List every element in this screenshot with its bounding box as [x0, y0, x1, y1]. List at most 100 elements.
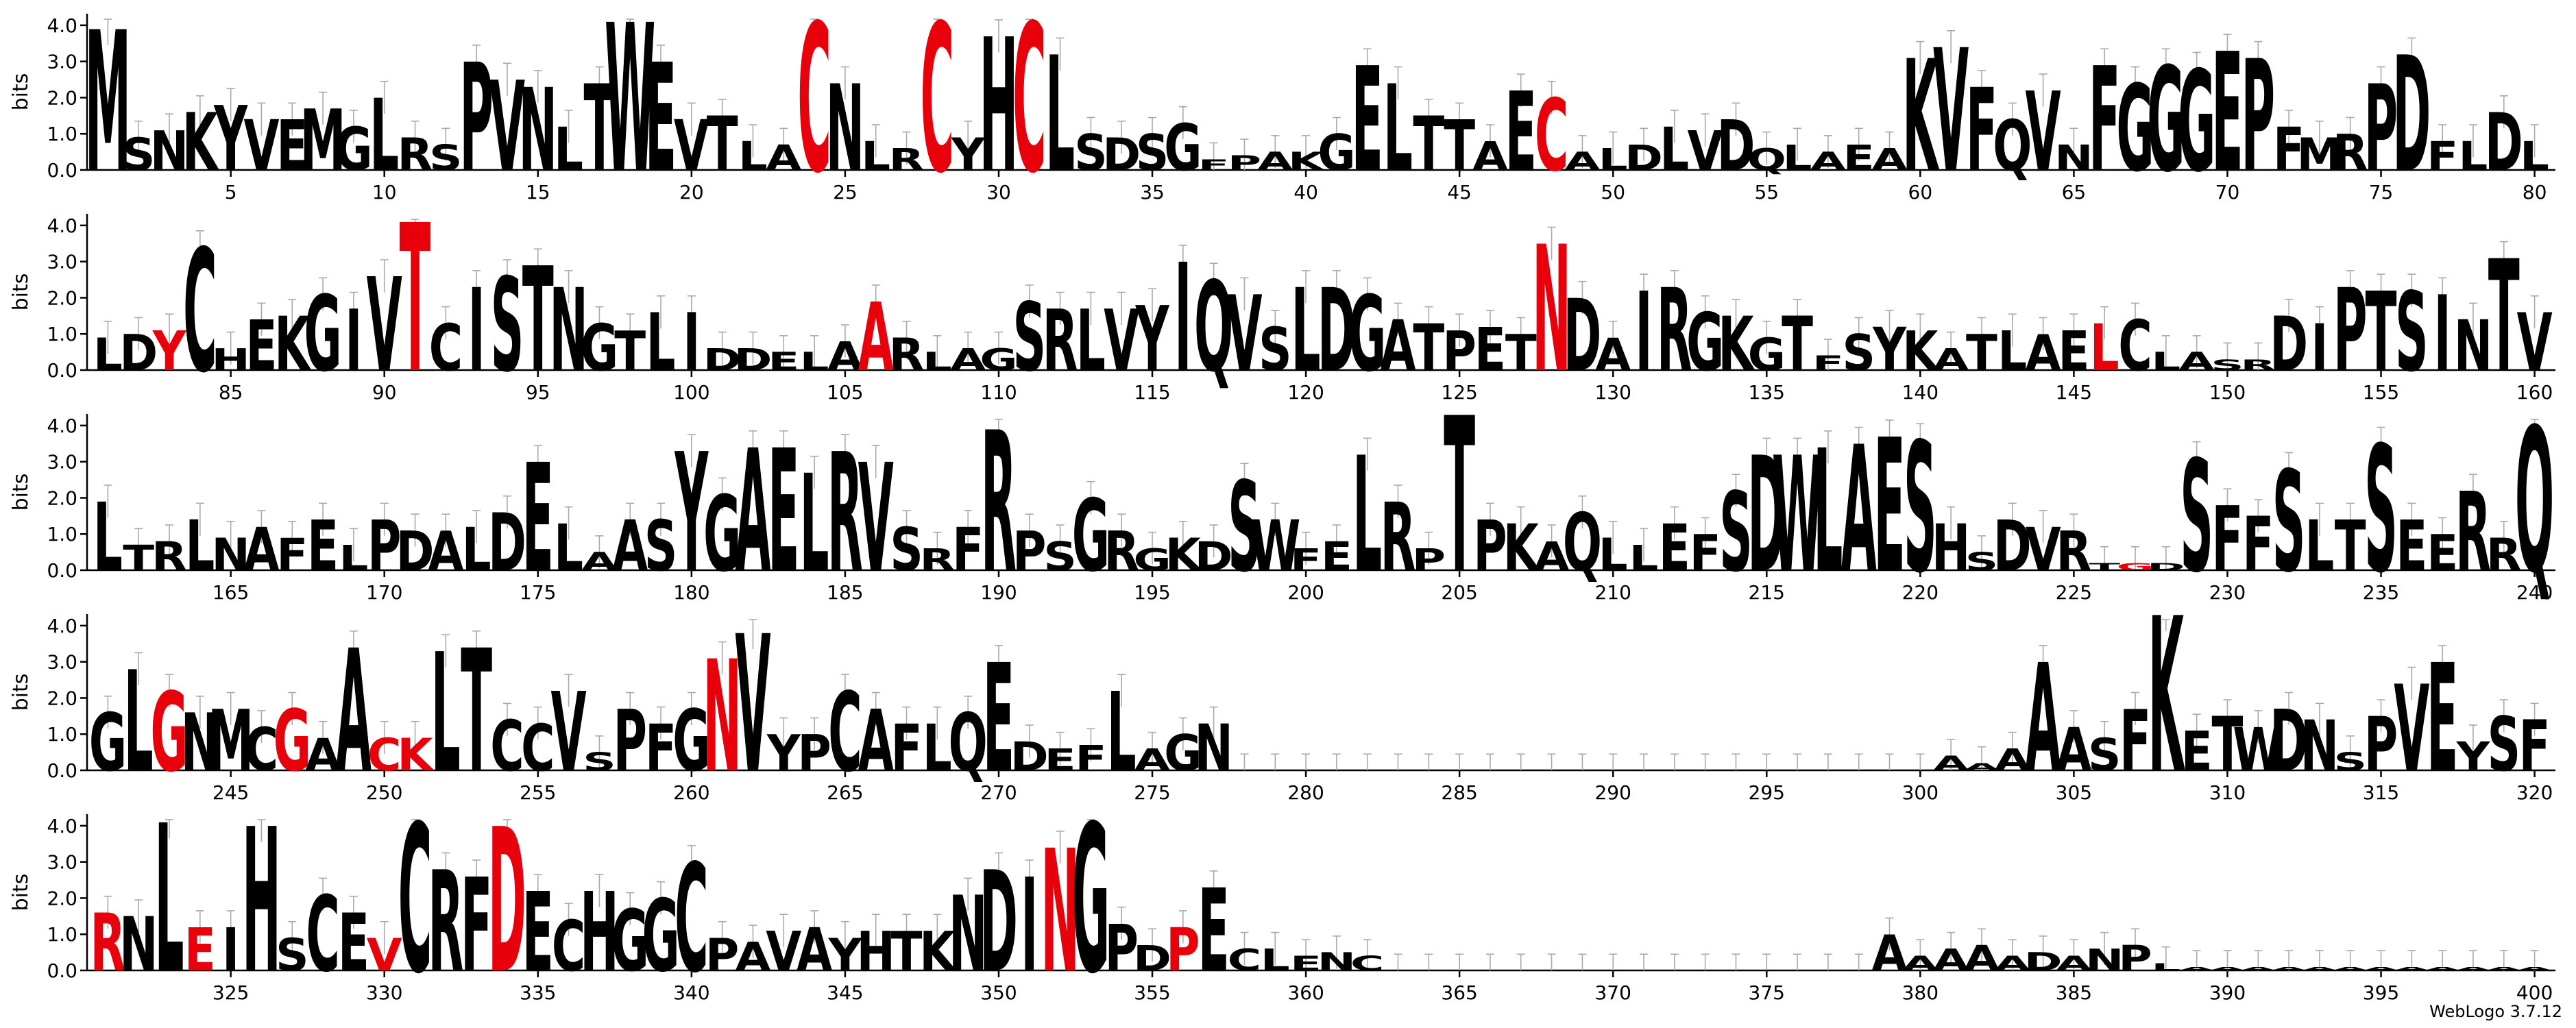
x-tick-label: 125: [1441, 381, 1477, 404]
logo-letter: G: [1072, 478, 1110, 593]
logo-letter: A: [1472, 134, 1509, 180]
logo-letter: P: [2333, 264, 2367, 397]
logo-letter: L: [155, 783, 184, 1019]
logo-letter: E: [1321, 534, 1352, 580]
logo-letter: R: [1657, 264, 1692, 397]
logo-letter: T: [583, 60, 615, 199]
x-tick-label: 110: [980, 381, 1017, 404]
logo-letter: F: [2119, 693, 2151, 791]
logo-letter: E: [2427, 525, 2458, 583]
x-tick-label: 150: [2209, 381, 2246, 404]
x-tick-label: 250: [366, 781, 402, 804]
logo-letter: I: [1021, 852, 1038, 1001]
logo-letter: S: [1013, 283, 1046, 393]
x-tick-label: 190: [980, 581, 1017, 604]
logo-letter: P: [460, 32, 494, 206]
logo-letter: M: [2296, 129, 2342, 181]
x-tick-label: 305: [2056, 781, 2092, 804]
logo-letter: E: [645, 32, 677, 206]
logo-letter: C: [490, 707, 524, 787]
logo-letter: P: [1012, 521, 1046, 584]
logo-letter: K: [1718, 302, 1755, 388]
logo-letter: W: [1250, 506, 1300, 587]
logo-letter: N: [2085, 943, 2124, 978]
logo-letter: F: [1812, 352, 1844, 376]
logo-letter: E: [983, 633, 1014, 806]
logo-letter: L: [2305, 506, 2334, 587]
logo-letter: E: [2396, 506, 2427, 587]
x-tick-label: 40: [1293, 181, 1318, 204]
logo-letter: H: [980, 0, 1018, 213]
x-tick-label: 160: [2516, 381, 2553, 404]
logo-letter: T: [2089, 561, 2120, 573]
logo-letter: C: [797, 0, 831, 218]
x-tick-label: 275: [1134, 781, 1170, 804]
x-tick-label: 390: [2209, 981, 2246, 1004]
logo-letter: G: [1072, 783, 1110, 1019]
logo-letter: A: [2240, 966, 2276, 971]
logo-letter: S: [2180, 428, 2213, 607]
logo-letter: D: [396, 521, 435, 584]
logo-letter: R: [889, 329, 925, 381]
logo-letter: V: [1933, 15, 1969, 210]
x-tick-label: 115: [1134, 381, 1170, 404]
y-tick-label: 3.0: [47, 251, 77, 273]
logo-letter: N: [119, 902, 158, 988]
y-axis-label: bits: [9, 474, 33, 511]
logo-letter: L: [1813, 415, 1843, 611]
y-tick-label: 3.0: [47, 851, 77, 874]
logo-letter: K: [1503, 511, 1540, 586]
logo-letter: P: [613, 693, 647, 791]
logo-letter: C: [398, 783, 432, 1019]
logo-letter: V: [489, 56, 525, 200]
logo-letter: A: [2302, 966, 2337, 971]
x-tick-label: 120: [1287, 381, 1324, 404]
logo-letter: V: [858, 432, 894, 606]
x-tick-label: 335: [520, 981, 556, 1004]
logo-letter: E: [522, 432, 554, 606]
y-tick-label: 0.0: [47, 759, 77, 782]
logo-letter: V: [1226, 273, 1262, 395]
x-tick-label: 270: [980, 781, 1017, 804]
logo-letter: C: [2118, 306, 2152, 387]
logo-letter: Y: [675, 419, 709, 609]
y-tick-label: 2.0: [47, 687, 77, 709]
logo-letter: F: [891, 711, 923, 786]
x-tick-label: 210: [1594, 581, 1631, 604]
x-tick-label: 60: [1908, 181, 1933, 204]
x-tick-label: 220: [1902, 581, 1939, 604]
logo-letter: S: [644, 506, 677, 587]
logo-letter: I: [1636, 269, 1653, 396]
y-tick-label: 4.0: [47, 14, 77, 37]
logo-letter: V: [1104, 293, 1139, 391]
logo-letter: N: [1195, 711, 1233, 786]
logo-letter: K: [919, 921, 957, 984]
logo-letter: T: [1413, 311, 1444, 386]
logo-letter: S: [2334, 748, 2367, 776]
logo-letter: P: [1166, 916, 1200, 986]
logo-letter: A: [1564, 147, 1600, 176]
logo-letter: K: [1288, 147, 1326, 176]
logo-letter: L: [1261, 943, 1290, 978]
logo-letter: I: [2311, 311, 2328, 386]
x-tick-label: 105: [827, 381, 863, 404]
x-tick-label: 285: [1441, 781, 1477, 804]
logo-letter: S: [491, 252, 524, 401]
logo-letter: A: [2271, 966, 2307, 971]
logo-letter: C: [1228, 943, 1261, 978]
logo-letter: M: [85, 0, 131, 216]
logo-letter: L: [2459, 134, 2488, 180]
logo-letter: T: [1444, 373, 1475, 621]
logo-letter: P: [705, 929, 739, 981]
logo-letter: G: [304, 273, 342, 395]
logo-letter: E: [1874, 400, 1906, 613]
x-tick-label: 385: [2056, 981, 2092, 1004]
logo-letter: A: [2455, 966, 2491, 971]
logo-letter: G: [150, 670, 188, 796]
logo-letter: G: [2178, 41, 2215, 203]
logo-letter: D: [2270, 693, 2308, 791]
x-tick-label: 80: [2523, 181, 2547, 204]
logo-letter: T: [891, 921, 923, 984]
x-tick-label: 395: [2363, 981, 2399, 1004]
